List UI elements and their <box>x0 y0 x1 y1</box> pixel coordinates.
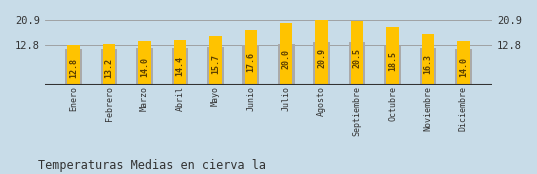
Bar <box>138 41 151 85</box>
Text: 15.7: 15.7 <box>211 54 220 74</box>
Text: 17.6: 17.6 <box>246 52 255 72</box>
Bar <box>455 49 472 85</box>
Bar <box>242 45 259 85</box>
Text: 20.5: 20.5 <box>353 48 361 68</box>
Bar <box>103 44 115 85</box>
Bar <box>349 42 366 85</box>
Text: 20.0: 20.0 <box>282 49 291 69</box>
Bar <box>280 23 293 85</box>
Bar <box>136 48 153 85</box>
Bar <box>386 27 399 85</box>
Bar <box>313 42 330 85</box>
Bar <box>315 20 328 85</box>
Bar <box>384 46 401 85</box>
Bar <box>171 48 188 85</box>
Bar <box>207 47 224 85</box>
Text: Temperaturas Medias en cierva la: Temperaturas Medias en cierva la <box>38 159 266 172</box>
Bar <box>67 45 80 85</box>
Bar <box>278 44 295 85</box>
Bar <box>209 36 222 85</box>
Text: 20.9: 20.9 <box>317 48 326 68</box>
Bar <box>351 21 364 85</box>
Text: 16.3: 16.3 <box>424 54 432 74</box>
Bar <box>244 30 257 85</box>
Text: 14.0: 14.0 <box>459 57 468 77</box>
Text: 18.5: 18.5 <box>388 51 397 71</box>
Text: 13.2: 13.2 <box>105 58 113 78</box>
Text: 14.4: 14.4 <box>176 56 184 76</box>
Bar <box>457 41 470 85</box>
Bar <box>419 48 437 85</box>
Bar <box>100 49 118 85</box>
Text: 12.8: 12.8 <box>69 58 78 78</box>
Bar <box>422 34 434 85</box>
Bar <box>65 49 82 85</box>
Bar <box>173 40 186 85</box>
Text: 14.0: 14.0 <box>140 57 149 77</box>
